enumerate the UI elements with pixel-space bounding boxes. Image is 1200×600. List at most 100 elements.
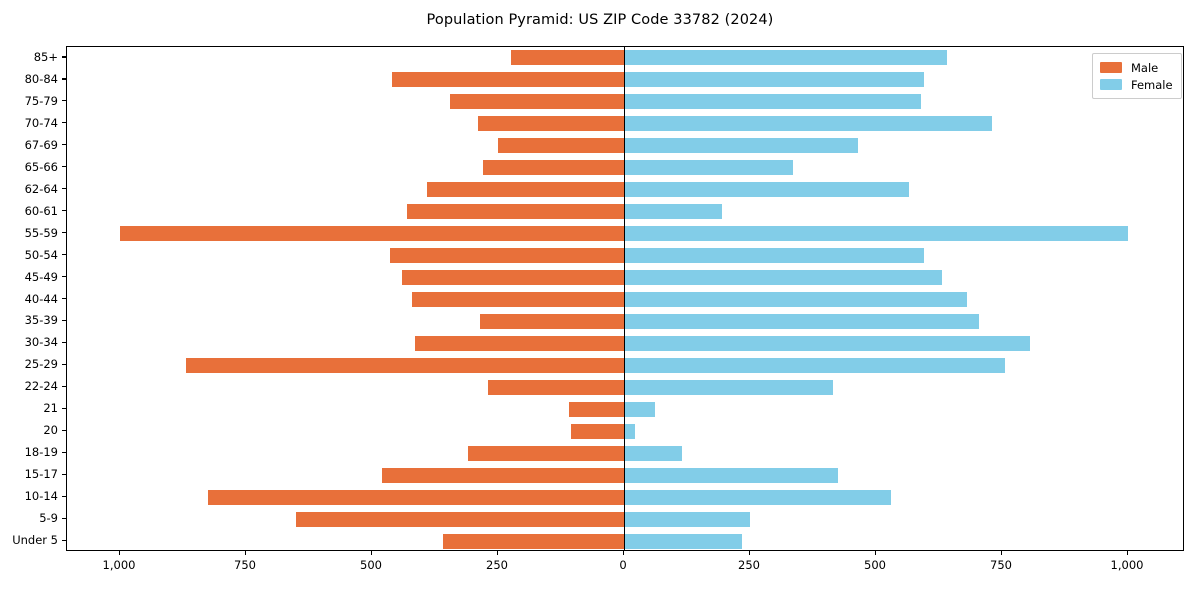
bar-female-65-66	[624, 160, 793, 176]
x-tick-label: 250	[738, 558, 760, 572]
x-tick-label: 750	[234, 558, 256, 572]
y-tick-label-50-54: 50-54	[24, 247, 58, 262]
x-tick-mark	[118, 551, 120, 555]
bar-female-5-9	[624, 511, 750, 527]
y-tick-mark	[62, 210, 66, 212]
bar-row	[67, 313, 1183, 329]
bar-row	[67, 138, 1183, 154]
y-tick-label-62-64: 62-64	[24, 181, 58, 196]
y-tick-label-20: 20	[43, 423, 58, 438]
x-tick-label: 1,000	[102, 558, 136, 572]
bar-male-15-17	[382, 467, 624, 483]
bar-male-under-5	[442, 533, 624, 549]
x-tick-label: 750	[990, 558, 1012, 572]
y-tick-label-10-14: 10-14	[24, 489, 58, 504]
bar-female-10-14	[624, 489, 892, 505]
y-tick-mark	[62, 144, 66, 146]
x-tick-mark	[622, 551, 624, 555]
y-tick-label-67-69: 67-69	[24, 137, 58, 152]
y-tick-mark	[62, 495, 66, 497]
zero-axis-line	[623, 47, 625, 550]
bar-male-70-74	[477, 116, 624, 132]
bar-row	[67, 511, 1183, 527]
y-tick-mark	[62, 429, 66, 431]
y-tick-mark	[62, 517, 66, 519]
bar-male-45-49	[402, 270, 624, 286]
bar-male-40-44	[412, 292, 624, 307]
page-title: Population Pyramid: US ZIP Code 33782 (2…	[426, 12, 774, 28]
bar-female-75-79	[624, 94, 922, 110]
bar-male-10-14	[208, 489, 624, 505]
y-tick-mark	[62, 78, 66, 80]
bar-row	[67, 357, 1183, 373]
x-tick-mark	[874, 551, 876, 555]
y-tick-label-65-66: 65-66	[24, 159, 58, 174]
y-tick-mark	[62, 254, 66, 256]
bar-male-62-64	[427, 182, 624, 198]
bar-row	[67, 489, 1183, 505]
bar-row	[67, 226, 1183, 242]
bar-male-18-19	[467, 445, 624, 461]
bar-row	[67, 160, 1183, 176]
bar-female-62-64	[624, 182, 909, 198]
y-tick-label-under-5: Under 5	[12, 533, 58, 548]
y-tick-label-55-59: 55-59	[24, 225, 58, 240]
plot-area	[66, 46, 1184, 551]
bar-male-75-79	[450, 94, 624, 110]
bar-female-67-69	[624, 138, 859, 154]
bar-male-50-54	[389, 248, 624, 264]
bar-female-18-19	[624, 445, 682, 461]
bar-row	[67, 204, 1183, 220]
x-tick-label: 500	[360, 558, 382, 572]
y-tick-mark	[62, 166, 66, 168]
bar-row	[67, 94, 1183, 110]
x-tick-label: 500	[864, 558, 886, 572]
y-tick-label-85-: 85+	[33, 49, 58, 64]
y-tick-label-30-34: 30-34	[24, 335, 58, 350]
x-tick-mark	[244, 551, 246, 555]
bar-row	[67, 248, 1183, 264]
bar-female-30-34	[624, 335, 1030, 351]
bar-male-5-9	[296, 511, 624, 527]
bar-female-under-5	[624, 533, 743, 549]
bar-male-55-59	[120, 226, 624, 242]
bar-male-65-66	[482, 160, 624, 176]
y-tick-mark	[62, 122, 66, 124]
x-tick-label: 250	[486, 558, 508, 572]
bar-row	[67, 379, 1183, 395]
y-tick-label-45-49: 45-49	[24, 269, 58, 284]
bar-row	[67, 445, 1183, 461]
y-tick-label-80-84: 80-84	[24, 71, 58, 86]
x-tick-mark	[1126, 551, 1128, 555]
y-tick-label-5-9: 5-9	[39, 511, 58, 526]
y-tick-label-21: 21	[43, 401, 58, 416]
bar-female-25-29	[624, 357, 1005, 373]
bar-female-55-59	[624, 226, 1128, 242]
y-tick-mark	[62, 539, 66, 541]
legend-item-female[interactable]: Female	[1100, 76, 1173, 93]
y-tick-label-15-17: 15-17	[24, 467, 58, 482]
bar-row	[67, 335, 1183, 351]
y-tick-mark	[62, 232, 66, 234]
y-tick-label-22-24: 22-24	[24, 379, 58, 394]
bar-female-80-84	[624, 72, 924, 88]
bar-row	[67, 401, 1183, 417]
y-tick-mark	[62, 451, 66, 453]
y-tick-mark	[62, 298, 66, 300]
bar-female-60-61	[624, 204, 723, 220]
y-tick-label-70-74: 70-74	[24, 115, 58, 130]
y-tick-mark	[62, 473, 66, 475]
legend-item-male[interactable]: Male	[1100, 59, 1173, 76]
bar-male-80-84	[392, 72, 624, 88]
x-tick-mark	[1000, 551, 1002, 555]
bar-row	[67, 50, 1183, 66]
bar-male-67-69	[498, 138, 624, 154]
x-tick-label: 0	[619, 558, 627, 572]
bar-female-21	[624, 401, 656, 417]
bar-row	[67, 270, 1183, 286]
bar-male-85-	[510, 50, 624, 66]
bar-female-35-39	[624, 313, 980, 329]
bar-row	[67, 533, 1183, 549]
x-tick-mark	[748, 551, 750, 555]
